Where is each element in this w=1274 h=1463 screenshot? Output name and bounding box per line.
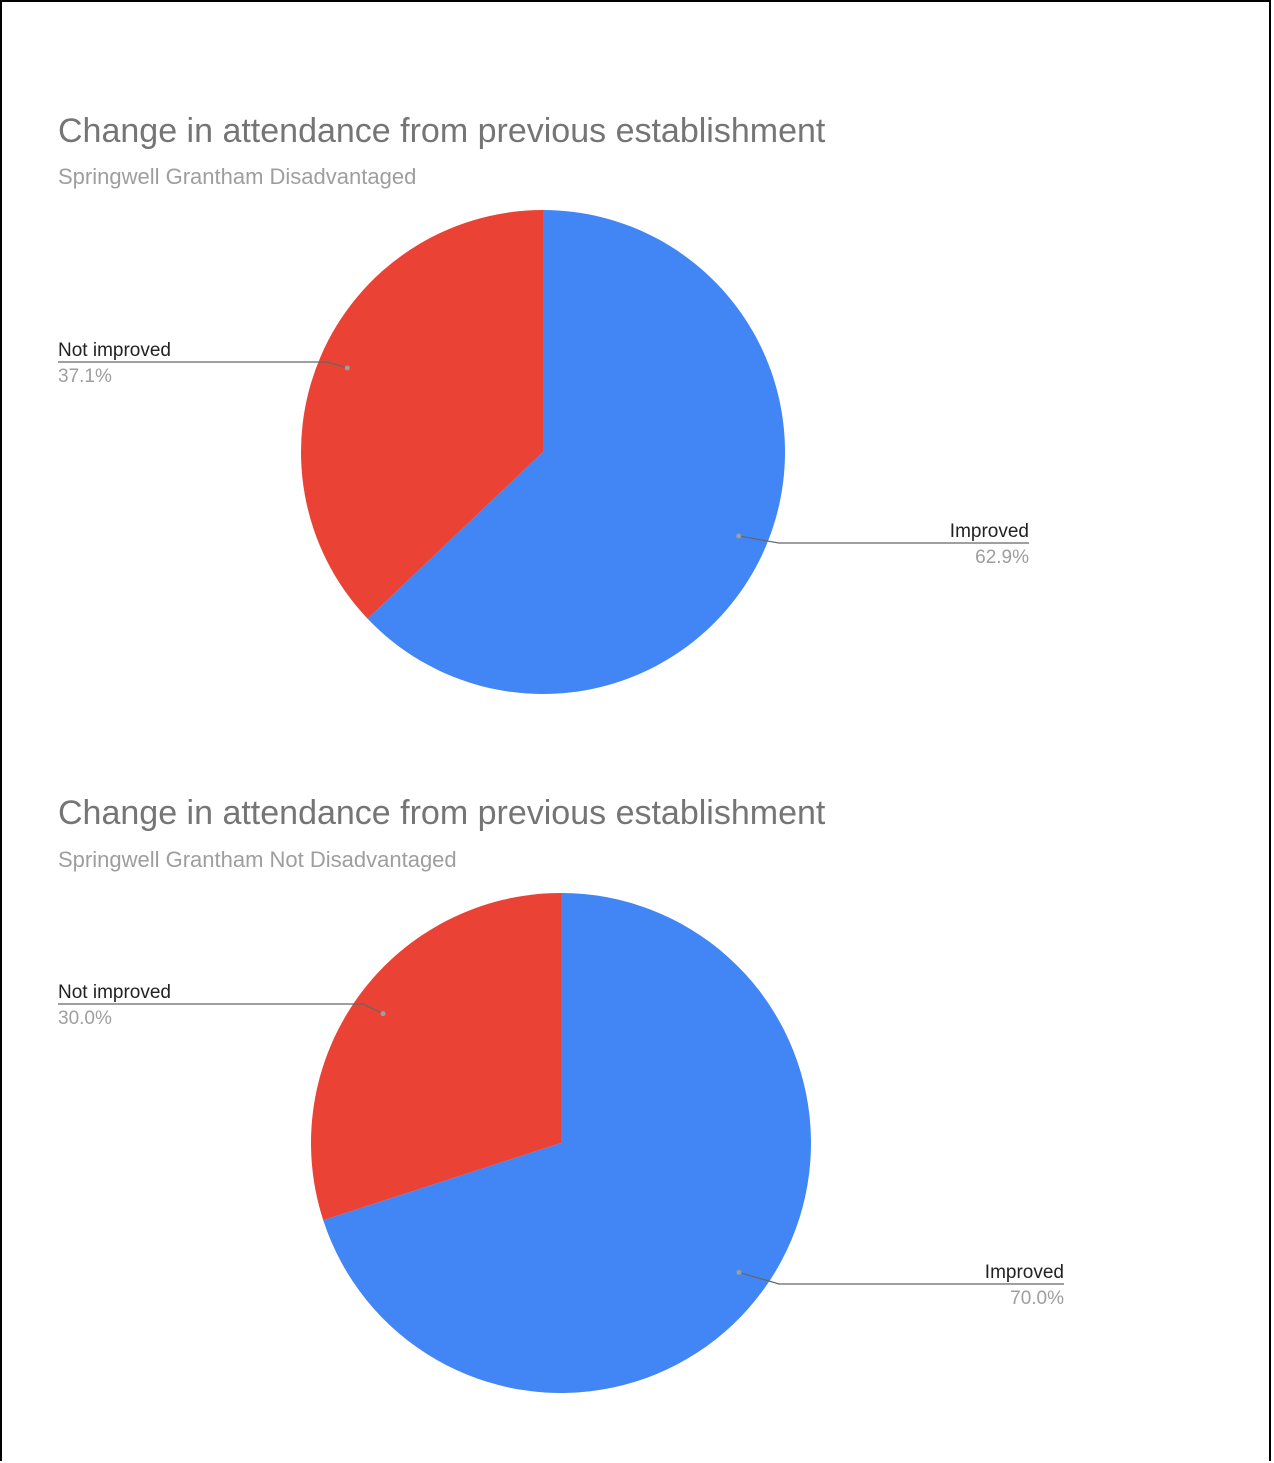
leader-line	[58, 361, 348, 369]
slice-value: 37.1%	[58, 366, 112, 387]
pie-label-improved: Improved 70.0%	[736, 1262, 1064, 1309]
slice-label: Improved	[985, 1262, 1064, 1283]
chart-1-title: Change in attendance from previous estab…	[58, 112, 826, 150]
pie-slice-not-improved	[301, 210, 543, 619]
slice-value: 70.0%	[1010, 1288, 1064, 1309]
slice-value: 62.9%	[975, 547, 1029, 568]
leader-dot	[380, 1011, 386, 1017]
pie-slice-not-improved	[310, 893, 561, 1221]
slice-label: Not improved	[58, 340, 171, 361]
leader-dot	[344, 365, 350, 371]
slice-value: 30.0%	[58, 1008, 112, 1029]
leader-dot	[736, 533, 742, 539]
chart-1-pie: Improved 62.9% Not improved 37.1%	[58, 210, 1029, 695]
pie-label-not-improved: Not improved 37.1%	[58, 340, 350, 387]
pie-label-improved: Improved 62.9%	[736, 521, 1029, 568]
slice-label: Improved	[950, 521, 1029, 542]
leader-line	[58, 1003, 384, 1015]
leader-line	[738, 535, 1029, 544]
chart-1-subtitle: Springwell Grantham Disadvantaged	[58, 164, 417, 189]
slice-label: Not improved	[58, 982, 171, 1003]
leader-dot	[736, 1269, 742, 1275]
pie-label-not-improved: Not improved 30.0%	[58, 982, 386, 1029]
leader-line	[738, 1271, 1064, 1285]
chart-2-subtitle: Springwell Grantham Not Disadvantaged	[58, 847, 457, 872]
pie-slice-improved	[323, 893, 811, 1393]
pie-slice-improved	[367, 210, 786, 695]
chart-2-title: Change in attendance from previous estab…	[58, 794, 826, 832]
